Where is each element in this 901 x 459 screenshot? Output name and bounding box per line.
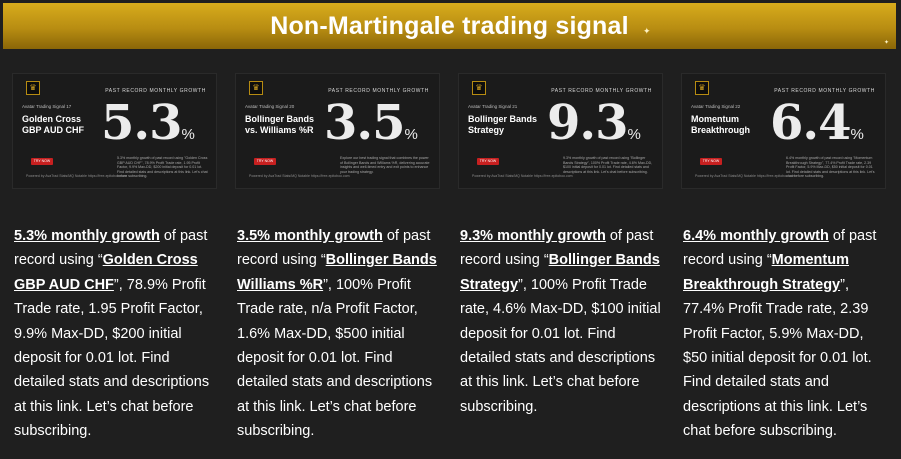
card-description: 6.4% monthly growth of past record using… [786,156,875,179]
signal-description: 6.4% monthly growth of past record using… [683,224,891,444]
try-now-button[interactable]: TRY NOW [31,158,53,165]
growth-link[interactable]: 5.3% monthly growth [14,228,160,244]
past-record-label: PAST RECORD MONTHLY GROWTH [105,88,206,94]
avatar-crest-icon: ♛ [26,81,40,95]
try-now-button[interactable]: TRY NOW [700,158,722,165]
growth-value: 5.3% [101,94,195,164]
avatar-crest-icon: ♛ [249,81,263,95]
strategy-link[interactable]: Bollinger Bands Strategy [460,252,660,293]
strategy-link[interactable]: Golden Cross GBP AUD CHF [14,252,198,293]
description-text: ”, 77.4% Profit Trade rate, 2.39 Profit … [683,276,872,440]
signal-description: 5.3% monthly growth of past record using… [14,224,222,444]
card-description: 9.3% monthly growth of past record using… [563,156,653,174]
sparkle-icon: ✦ [884,40,890,46]
growth-value: 9.3% [547,94,641,164]
signal-description: 3.5% monthly growth of past record using… [237,224,445,444]
growth-link[interactable]: 9.3% monthly growth [460,228,606,244]
signal-name: Avatar Trading Signal 20 [245,104,295,109]
growth-value: 3.5% [324,94,418,164]
signal-name: Avatar Trading Signal 17 [22,104,72,109]
percent-sign: % [404,126,418,143]
avatar-crest-icon: ♛ [472,81,486,95]
sparkle-icon: ✦ [643,26,651,36]
growth-number: 6.4 [770,95,852,151]
strategy-label: Momentum Breakthrough [691,114,751,135]
strategy-label: Bollinger Bands Strategy [468,114,538,135]
signal-card[interactable]: ♛ PAST RECORD MONTHLY GROWTH Avatar Trad… [12,73,217,189]
description-text: ”, 100% Profit Trade rate, n/a Profit Fa… [237,276,433,440]
description-text: of past record using “ [237,228,431,269]
signal-card[interactable]: ♛ PAST RECORD MONTHLY GROWTH Avatar Trad… [681,73,886,189]
card-footer: Powered by AvaTrad Stats/MQ Notable http… [695,174,796,178]
signal-card[interactable]: ♛ PAST RECORD MONTHLY GROWTH Avatar Trad… [458,73,663,189]
strategy-label: Golden Cross GBP AUD CHF [22,114,85,135]
card-description: 5.3% monthly growth of past record using… [117,156,208,179]
strategy-link[interactable]: Bollinger Bands Williams %R [237,252,437,293]
signal-card[interactable]: ♛ PAST RECORD MONTHLY GROWTH Avatar Trad… [235,73,440,189]
description-text: of past record using “ [460,228,654,269]
percent-sign: % [627,126,641,143]
card-footer: Powered by AvaTrad Stats/MQ Notable http… [26,174,127,178]
percent-sign: % [850,126,864,143]
percent-sign: % [181,126,195,143]
growth-link[interactable]: 3.5% monthly growth [237,228,383,244]
signal-name: Avatar Trading Signal 21 [468,104,518,109]
try-now-button[interactable]: TRY NOW [254,158,276,165]
page-title: Non-Martingale trading signal [270,11,629,40]
past-record-label: PAST RECORD MONTHLY GROWTH [774,88,875,94]
growth-number: 5.3 [101,95,183,151]
growth-link[interactable]: 6.4% monthly growth [683,228,829,244]
try-now-button[interactable]: TRY NOW [477,158,499,165]
card-description: Explore our best trading signal that com… [340,156,430,174]
strategy-link[interactable]: Momentum Breakthrough Strategy [683,252,849,293]
strategy-label: Bollinger Bands vs. Williams %R [245,114,315,135]
signal-description: 9.3% monthly growth of past record using… [460,224,668,419]
card-footer: Powered by AvaTrad Stats/MQ Notable http… [472,174,573,178]
description-text: of past record using “ [14,228,208,269]
description-text: of past record using “ [683,228,877,269]
card-footer: Powered by AvaTrad Stats/MQ Notable http… [249,174,350,178]
avatar-crest-icon: ♛ [695,81,709,95]
signal-name: Avatar Trading Signal 22 [691,104,741,109]
description-text: ”, 78.9% Profit Trade rate, 1.95 Profit … [14,276,210,440]
growth-number: 3.5 [324,95,406,151]
growth-value: 6.4% [770,94,864,164]
past-record-label: PAST RECORD MONTHLY GROWTH [551,88,652,94]
description-text: ”, 100% Profit Trade rate, 4.6% Max-DD, … [460,276,661,415]
past-record-label: PAST RECORD MONTHLY GROWTH [328,88,429,94]
growth-number: 9.3 [547,95,629,151]
header-banner: Non-Martingale trading signal ✦ ✦ [3,3,896,49]
